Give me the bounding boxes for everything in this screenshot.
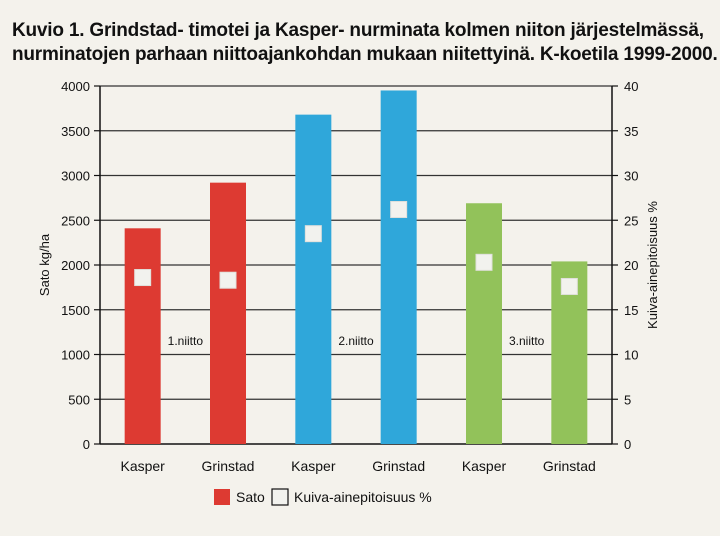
- left-tick-label: 3000: [61, 169, 90, 184]
- group-label: 2.niitto: [338, 334, 374, 348]
- bar-sato: [295, 114, 332, 444]
- legend-label-kuiva-ainepitoisuus: Kuiva-ainepitoisuus %: [294, 489, 432, 505]
- marker-kuiva-ainepitoisuus: [134, 269, 152, 287]
- y-axis-title: Sato kg/ha: [37, 233, 52, 296]
- chart-title-line-1: Kuvio 1. Grindstad- timotei ja Kasper- n…: [12, 20, 704, 41]
- left-tick-label: 2500: [61, 213, 90, 228]
- right-tick-label: 0: [624, 437, 631, 452]
- right-tick-label: 35: [624, 124, 638, 139]
- bar-sato: [380, 90, 417, 444]
- right-tick-label: 30: [624, 169, 638, 184]
- group-label: 3.niitto: [509, 334, 545, 348]
- right-tick-label: 10: [624, 348, 638, 363]
- left-tick-label: 3500: [61, 124, 90, 139]
- right-tick-label: 25: [624, 213, 638, 228]
- x-tick-label: Kasper: [120, 458, 165, 474]
- left-tick-label: 4000: [61, 79, 90, 94]
- x-tick-label: Grinstad: [202, 458, 255, 474]
- x-tick-label: Grinstad: [543, 458, 596, 474]
- left-tick-label: 1500: [61, 303, 90, 318]
- bar-sato: [466, 203, 502, 444]
- marker-kuiva-ainepitoisuus: [219, 271, 237, 289]
- marker-kuiva-ainepitoisuus: [390, 201, 408, 219]
- legend-label-sato: Sato: [236, 489, 265, 505]
- right-tick-label: 20: [624, 258, 638, 273]
- left-tick-label: 2000: [61, 258, 90, 273]
- left-tick-label: 500: [68, 392, 90, 407]
- marker-kuiva-ainepitoisuus: [475, 253, 493, 271]
- legend-swatch-kuiva-ainepitoisuus: [271, 488, 289, 506]
- legend-swatch-sato: [214, 489, 230, 505]
- right-tick-label: 40: [624, 79, 638, 94]
- y-axis-right-title: Kuiva-ainepitoisuus %: [645, 201, 660, 329]
- left-tick-label: 0: [83, 437, 90, 452]
- left-tick-label: 1000: [61, 348, 90, 363]
- x-tick-label: Kasper: [291, 458, 336, 474]
- marker-kuiva-ainepitoisuus: [560, 277, 578, 295]
- right-tick-label: 5: [624, 392, 631, 407]
- right-tick-label: 15: [624, 303, 638, 318]
- x-tick-label: Grinstad: [372, 458, 425, 474]
- group-label: 1.niitto: [168, 334, 204, 348]
- chart-title-line-2: nurminatojen parhaan niittoajankohdan mu…: [12, 44, 718, 65]
- x-tick-label: Kasper: [462, 458, 507, 474]
- bar-sato: [124, 228, 161, 444]
- bar-sato: [210, 182, 246, 444]
- marker-kuiva-ainepitoisuus: [304, 225, 322, 243]
